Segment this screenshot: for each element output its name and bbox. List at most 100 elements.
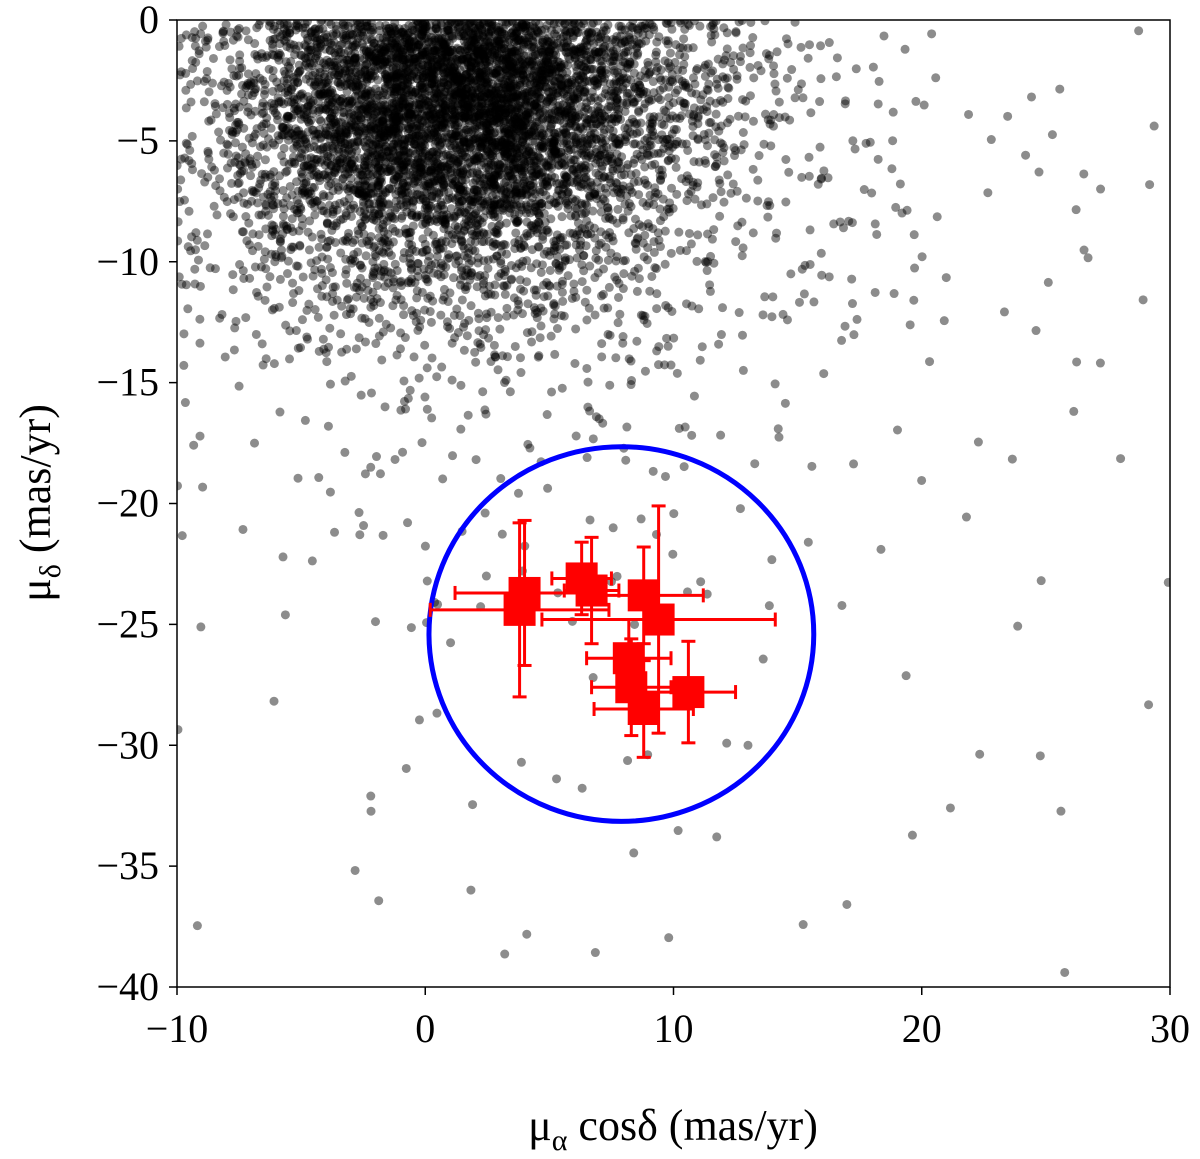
field-star-point (849, 330, 859, 340)
field-star-point (680, 52, 690, 62)
field-star-point (452, 81, 462, 91)
field-star-point (1149, 121, 1159, 131)
field-star-point (464, 134, 474, 144)
field-star-point (316, 116, 326, 126)
field-star-point (463, 53, 473, 63)
field-star-point (463, 220, 473, 230)
field-star-point (341, 265, 351, 275)
field-star-point (424, 111, 434, 121)
field-star-point (563, 52, 573, 62)
field-star-point (348, 254, 358, 264)
field-star-point (316, 39, 326, 49)
field-star-point (536, 60, 546, 70)
field-star-point (375, 86, 385, 96)
field-star-point (544, 68, 554, 78)
field-star-point (798, 93, 808, 103)
field-star-point (242, 199, 252, 209)
field-star-point (753, 175, 763, 185)
field-star-point (430, 98, 440, 108)
field-star-point (328, 29, 338, 39)
field-star-point (586, 93, 596, 103)
field-star-point (573, 112, 583, 122)
field-star-point (636, 514, 646, 524)
field-star-point (650, 192, 660, 202)
field-star-point (560, 174, 570, 184)
field-star-point (399, 37, 409, 47)
field-star-point (335, 79, 345, 89)
field-star-point (421, 96, 431, 106)
field-star-point (601, 230, 611, 240)
field-star-point (431, 43, 441, 53)
field-star-point (486, 21, 496, 31)
field-star-point (634, 39, 644, 49)
field-star-point (401, 763, 411, 773)
field-star-point (927, 29, 937, 39)
field-star-point (314, 473, 324, 483)
field-star-point (552, 774, 562, 784)
field-star-point (216, 135, 226, 145)
field-star-point (287, 97, 297, 107)
field-star-point (781, 197, 791, 207)
field-star-point (427, 60, 437, 70)
field-star-point (567, 107, 577, 117)
field-star-point (186, 246, 196, 256)
field-star-point (498, 54, 508, 64)
field-star-point (297, 89, 307, 99)
field-star-point (274, 97, 284, 107)
field-star-point (535, 333, 545, 343)
field-star-point (714, 339, 724, 349)
field-star-point (901, 671, 911, 681)
field-star-point (367, 27, 377, 37)
field-star-point (815, 97, 825, 107)
field-star-point (440, 94, 450, 104)
field-star-point (679, 34, 689, 44)
field-star-point (219, 192, 229, 202)
field-star-point (391, 43, 401, 53)
field-star-point (602, 142, 612, 152)
field-star-point (554, 196, 564, 206)
field-star-point (296, 130, 306, 140)
field-star-point (187, 131, 197, 141)
field-star-point (354, 164, 364, 174)
field-star-point (716, 187, 726, 197)
field-star-point (450, 61, 460, 71)
field-star-point (322, 357, 332, 367)
field-star-point (278, 198, 288, 208)
field-star-point (1071, 205, 1081, 215)
field-star-point (624, 30, 634, 40)
field-star-point (266, 172, 276, 182)
field-star-point (443, 254, 453, 264)
field-star-point (321, 123, 331, 133)
field-star-point (523, 299, 533, 309)
field-star-point (447, 230, 457, 240)
field-star-point (516, 368, 526, 378)
field-star-point (358, 104, 368, 114)
field-star-point (474, 109, 484, 119)
field-star-point (905, 320, 915, 330)
field-star-point (552, 324, 562, 334)
field-star-point (490, 352, 500, 362)
field-star-point (1055, 84, 1065, 94)
field-star-point (396, 81, 406, 91)
field-star-point (500, 289, 510, 299)
field-star-point (574, 28, 584, 38)
field-star-point (522, 69, 532, 79)
field-star-point (517, 190, 527, 200)
field-star-point (612, 138, 622, 148)
field-star-point (388, 28, 398, 38)
field-star-point (495, 183, 505, 193)
field-star-point (422, 54, 432, 64)
field-star-point (549, 141, 559, 151)
field-star-point (388, 116, 398, 126)
field-star-point (439, 77, 449, 87)
field-star-point (505, 82, 515, 92)
field-star-point (329, 310, 339, 320)
field-star-point (664, 146, 674, 156)
field-star-point (474, 314, 484, 324)
field-star-point (430, 132, 440, 142)
field-star-point (395, 86, 405, 96)
field-star-point (376, 39, 386, 49)
field-star-point (611, 256, 621, 266)
field-star-point (243, 107, 253, 117)
field-star-point (423, 125, 433, 135)
